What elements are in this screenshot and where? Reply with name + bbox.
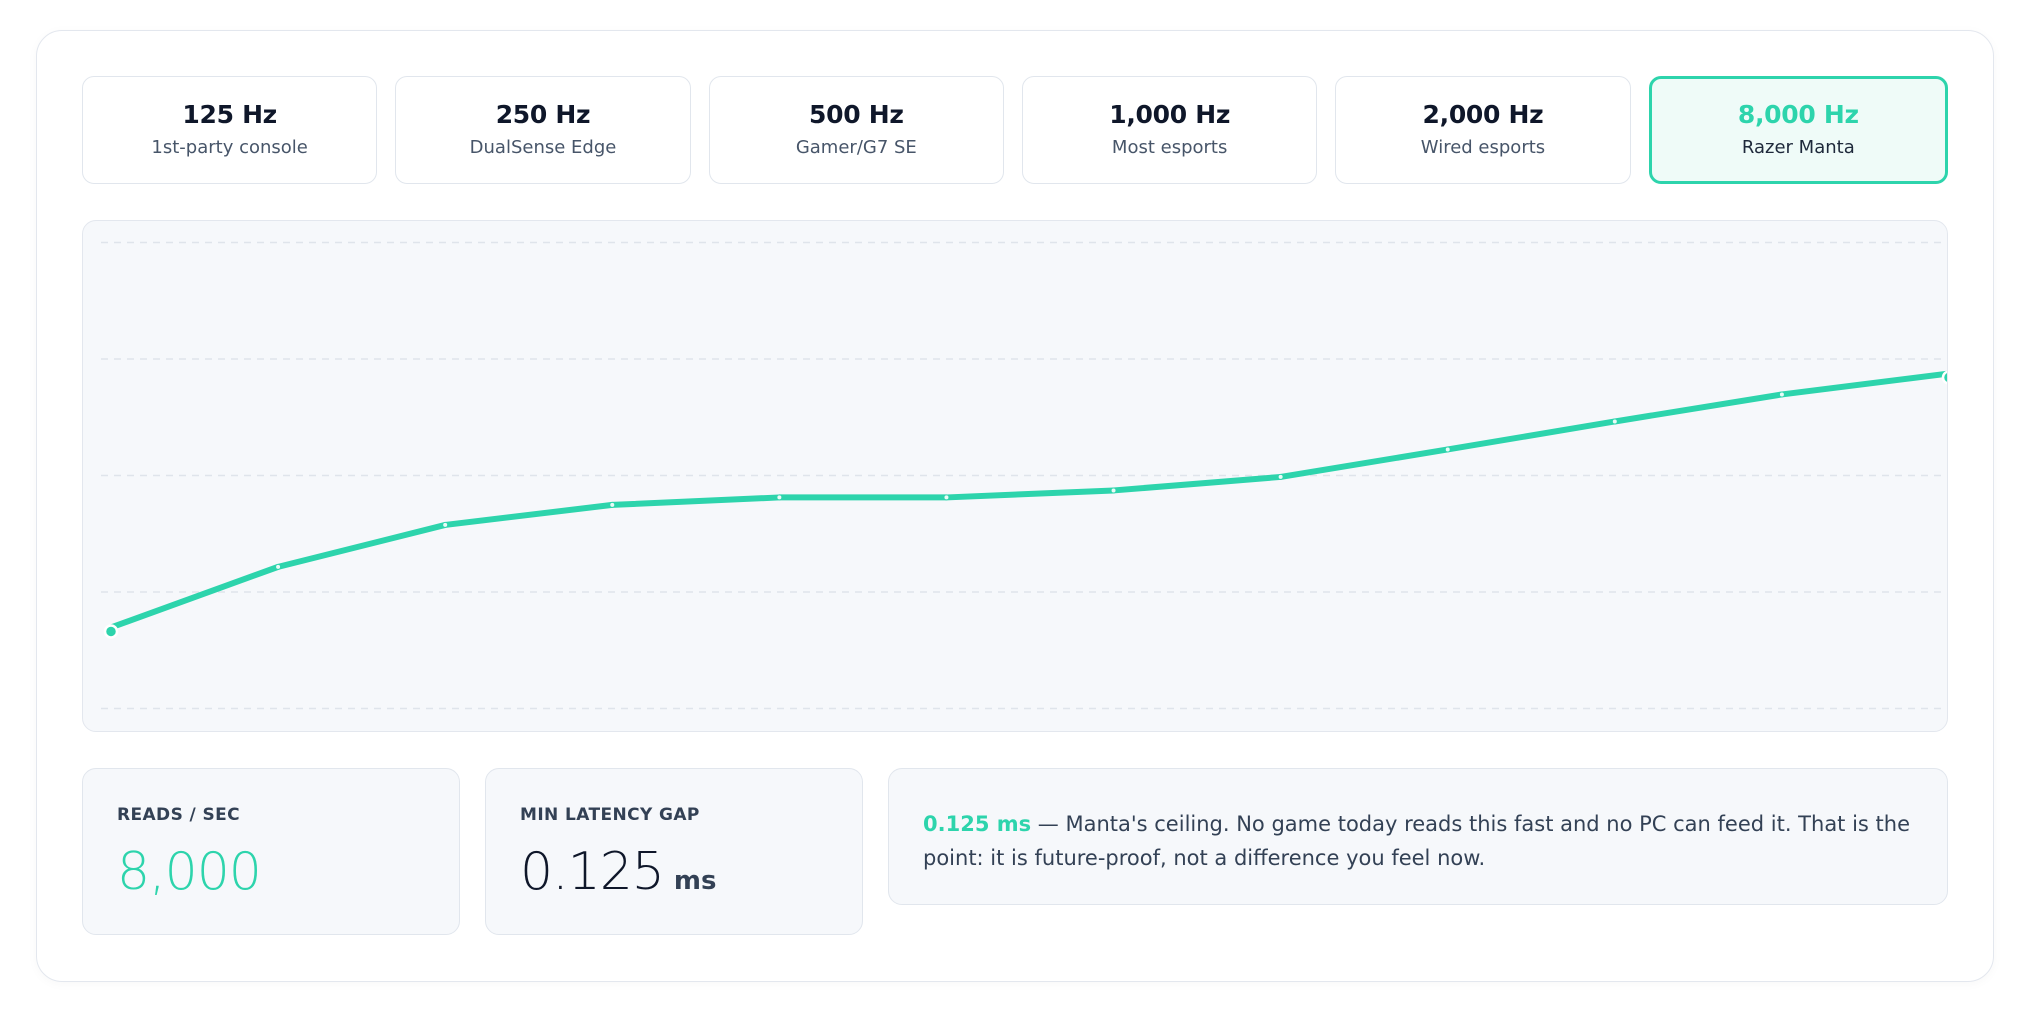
rate-value: 250 Hz [495, 100, 591, 129]
rate-value: 8,000 Hz [1737, 100, 1859, 129]
note-text: — Manta's ceiling. No game today reads t… [923, 812, 1911, 870]
data-point [1612, 419, 1617, 424]
rate-description: Most esports [1111, 137, 1228, 158]
data-point [944, 495, 949, 500]
data-point [103, 624, 119, 639]
reads-per-sec-value: 8,000 [117, 842, 262, 902]
reads-per-sec-card: READS / SEC 8,000 [82, 768, 460, 935]
rate-description: Wired esports [1420, 137, 1546, 158]
data-point [777, 495, 782, 500]
chart-svg [101, 241, 1947, 710]
reads-per-sec-label: READS / SEC [117, 805, 240, 825]
rate-value: 125 Hz [182, 100, 277, 129]
min-latency-value-row: 0.125 ms [520, 839, 716, 914]
min-latency-card: MIN LATENCY GAP 0.125 ms [485, 768, 863, 935]
rate-option-1000[interactable]: 1,000 Hz Most esports [1021, 76, 1318, 184]
rate-description: Gamer/G7 SE [795, 137, 917, 158]
rate-description: Razer Manta [1741, 137, 1855, 158]
data-point [443, 522, 448, 527]
series-line-segment [943, 487, 1117, 501]
note-highlight: 0.125 ms [923, 812, 1032, 836]
rate-option-2000[interactable]: 2,000 Hz Wired esports [1335, 76, 1631, 184]
data-point [610, 502, 615, 507]
series-line-segment [1611, 391, 1785, 425]
rate-option-8000[interactable]: 8,000 Hz Razer Manta [1648, 76, 1948, 184]
rate-option-250[interactable]: 250 Hz DualSense Edge [395, 76, 691, 184]
rate-value: 2,000 Hz [1422, 100, 1544, 129]
series-line-segment [1778, 370, 1947, 398]
series-line-segment [1444, 418, 1618, 453]
data-point [1941, 370, 1947, 385]
data-point [1111, 488, 1116, 493]
series-line-segment [1277, 446, 1451, 480]
rate-value: 1,000 Hz [1109, 100, 1231, 129]
rate-option-500[interactable]: 500 Hz Gamer/G7 SE [708, 76, 1004, 184]
series-line-segment [1110, 473, 1284, 494]
series-line-segment [442, 501, 616, 528]
series-line-segment [609, 494, 783, 508]
rate-description: 1st-party console [151, 137, 308, 158]
data-point [1278, 474, 1283, 479]
series-line-segment [275, 521, 449, 570]
data-point [276, 564, 281, 569]
rate-option-125[interactable]: 125 Hz 1st-party console [82, 76, 378, 184]
min-latency-value: 0.125 [520, 842, 665, 902]
data-point [1779, 392, 1784, 397]
data-point [1445, 447, 1450, 452]
rate-value: 500 Hz [809, 100, 904, 129]
polling-rate-selector: 125 Hz 1st-party console 250 Hz DualSens… [82, 76, 1948, 184]
explanation-note: 0.125 ms — Manta's ceiling. No game toda… [888, 768, 1948, 905]
min-latency-label: MIN LATENCY GAP [520, 805, 700, 825]
rate-description: DualSense Edge [469, 137, 617, 158]
polling-chart [82, 220, 1948, 732]
min-latency-unit: ms [673, 866, 717, 896]
series-line-segment [108, 563, 282, 631]
